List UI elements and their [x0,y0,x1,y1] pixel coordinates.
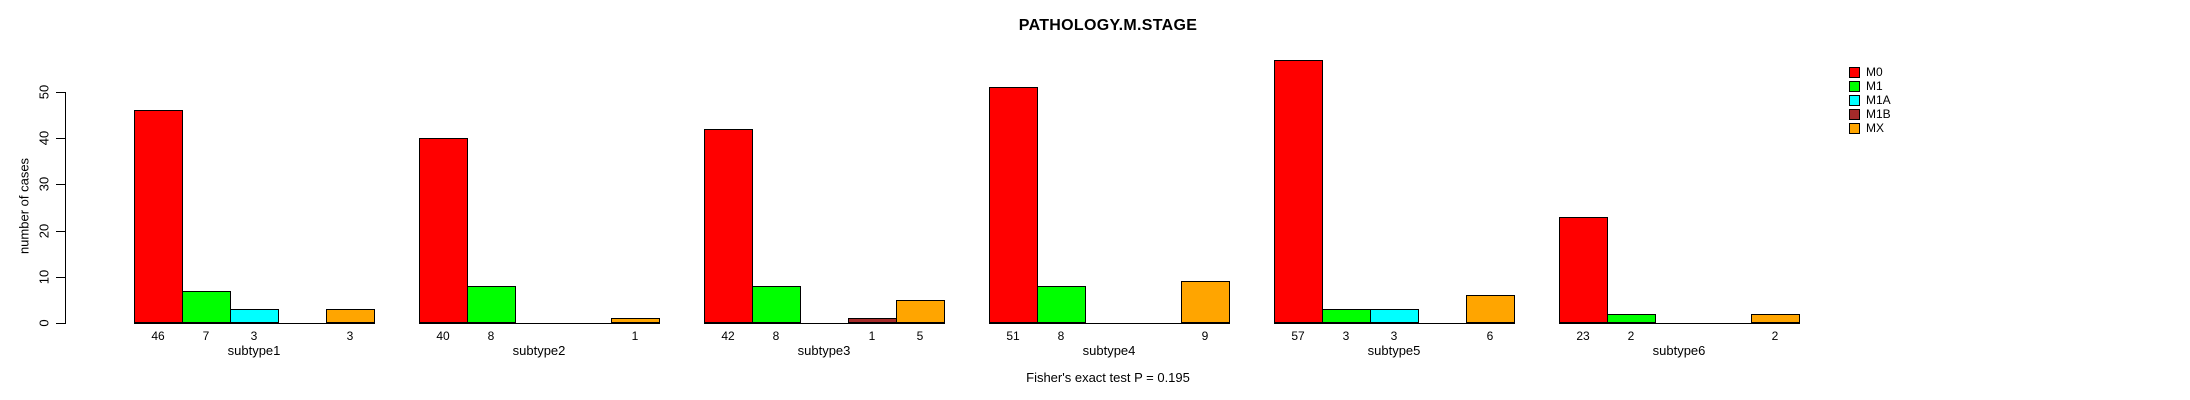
bar-value-label: 3 [1342,329,1350,343]
bar-value-label: 8 [1057,329,1065,343]
bar-mx-subtype5 [1466,295,1515,323]
bar-m1-subtype6 [1607,314,1656,323]
y-axis-tick-label: 30 [36,176,52,192]
y-axis-tick-label: 20 [36,223,52,239]
bar-value-label: 2 [1771,329,1779,343]
legend-swatch-mx [1849,123,1860,134]
bar-m0-subtype2 [419,138,468,323]
bar-value-label: 1 [631,329,639,343]
legend-swatch-m0 [1849,67,1860,78]
bar-value-label: 46 [151,329,165,343]
bar-value-label: 9 [1201,329,1209,343]
bar-m0-subtype6 [1559,217,1608,323]
bar-mx-subtype1 [326,309,375,323]
bar-value-label: 42 [721,329,735,343]
y-axis-tick-label: 0 [36,319,52,327]
group-baseline [704,323,945,324]
bar-mx-subtype3 [896,300,945,323]
bar-m1-subtype1 [182,291,231,323]
category-label-subtype1: subtype1 [227,343,281,358]
group-baseline [134,323,375,324]
bar-value-label: 6 [1486,329,1494,343]
bar-value-label: 40 [436,329,450,343]
y-axis-tick-label: 40 [36,130,52,146]
bar-m0-subtype1 [134,110,183,323]
y-axis-tick [56,231,65,232]
category-label-subtype6: subtype6 [1652,343,1706,358]
bar-value-label: 57 [1291,329,1305,343]
y-axis-tick [56,277,65,278]
bar-mx-subtype6 [1751,314,1800,323]
legend-swatch-m1a [1849,95,1860,106]
bar-value-label: 3 [250,329,258,343]
bar-value-label: 8 [772,329,780,343]
legend-swatch-m1b [1849,109,1860,120]
bar-value-label: 3 [346,329,354,343]
category-label-subtype2: subtype2 [512,343,566,358]
category-label-subtype3: subtype3 [797,343,851,358]
bar-value-label: 7 [202,329,210,343]
bar-m1-subtype5 [1322,309,1371,323]
bar-m1b-subtype3 [848,318,897,323]
bar-m1-subtype2 [467,286,516,323]
fisher-test-note: Fisher's exact test P = 0.195 [1026,370,1190,385]
bar-mx-subtype4 [1181,281,1230,323]
legend-label-mx: MX [1866,121,1884,135]
bar-m1-subtype3 [752,286,801,323]
bar-mx-subtype2 [611,318,660,323]
bar-value-label: 5 [916,329,924,343]
y-axis-tick-label: 50 [36,84,52,100]
group-baseline [1274,323,1515,324]
legend-label-m1a: M1A [1866,93,1891,107]
bar-value-label: 3 [1390,329,1398,343]
bar-m0-subtype3 [704,129,753,323]
y-axis-tick [56,138,65,139]
group-baseline [989,323,1230,324]
bar-value-label: 51 [1006,329,1020,343]
bar-m1-subtype4 [1037,286,1086,323]
legend-label-m1b: M1B [1866,107,1891,121]
bar-m0-subtype5 [1274,60,1323,323]
legend-label-m1: M1 [1866,79,1883,93]
legend-swatch-m1 [1849,81,1860,92]
category-label-subtype5: subtype5 [1367,343,1421,358]
y-axis-line [65,92,66,324]
bar-value-label: 1 [868,329,876,343]
y-axis-tick [56,323,65,324]
bar-value-label: 8 [487,329,495,343]
y-axis-label: number of cases [16,157,32,255]
category-label-subtype4: subtype4 [1082,343,1136,358]
bar-m1a-subtype1 [230,309,279,323]
bar-value-label: 2 [1627,329,1635,343]
y-axis-tick-label: 10 [36,269,52,285]
group-baseline [1559,323,1800,324]
bar-m0-subtype4 [989,87,1038,323]
legend-label-m0: M0 [1866,65,1883,79]
group-baseline [419,323,660,324]
y-axis-tick [56,92,65,93]
chart-title: PATHOLOGY.M.STAGE [1018,17,1198,34]
bar-m1a-subtype5 [1370,309,1419,323]
bar-value-label: 23 [1576,329,1590,343]
y-axis-tick [56,184,65,185]
